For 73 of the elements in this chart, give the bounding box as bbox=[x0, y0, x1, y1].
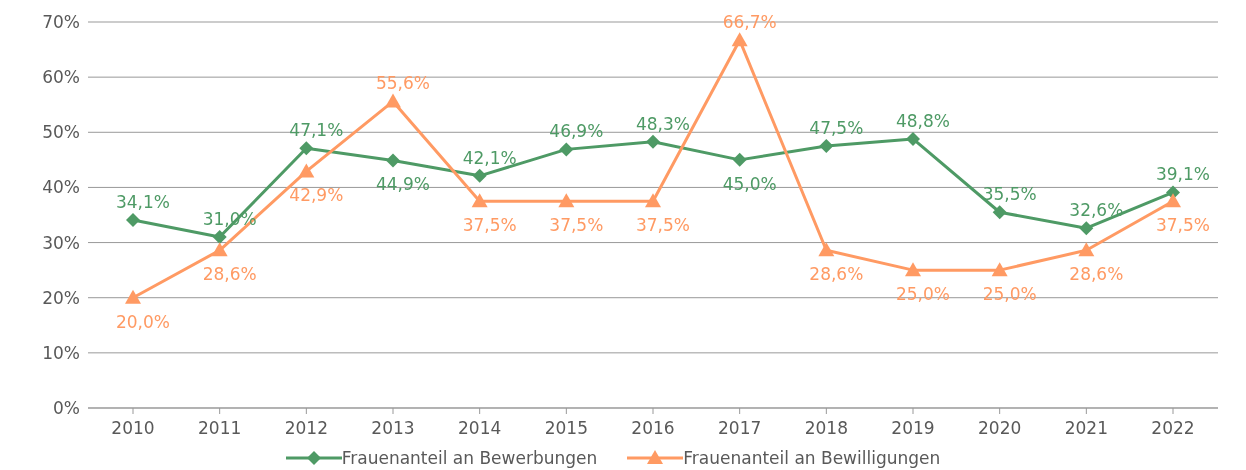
point bbox=[386, 153, 400, 168]
y-tick-label: 10% bbox=[42, 342, 80, 363]
data-label: 44,9% bbox=[375, 174, 431, 195]
x-tick-label: 2018 bbox=[804, 418, 848, 439]
data-label: 48,3% bbox=[635, 113, 691, 134]
data-label: 47,5% bbox=[809, 118, 864, 139]
point bbox=[299, 141, 314, 156]
x-tick-label: 2012 bbox=[284, 418, 328, 439]
x-tick-label: 2017 bbox=[718, 418, 762, 439]
y-tick-label: 0% bbox=[53, 398, 80, 419]
point bbox=[125, 289, 141, 304]
point bbox=[819, 139, 834, 154]
y-tick-label: 50% bbox=[42, 122, 80, 143]
data-label: 39,1% bbox=[1155, 164, 1211, 185]
data-label: 66,7% bbox=[722, 12, 777, 33]
y-tick-label: 60% bbox=[42, 67, 80, 88]
y-tick-label: 20% bbox=[42, 287, 80, 308]
data-label: 55,6% bbox=[375, 73, 431, 94]
point bbox=[1079, 221, 1094, 236]
y-tick-label: 70% bbox=[42, 12, 80, 33]
point bbox=[1165, 193, 1181, 208]
point bbox=[992, 205, 1007, 220]
data-label: 37,5% bbox=[462, 215, 517, 236]
data-label: 28,6% bbox=[202, 264, 257, 285]
data-label: 28,6% bbox=[809, 264, 864, 285]
point bbox=[732, 152, 747, 167]
data-label: 35,5% bbox=[982, 184, 1037, 205]
point bbox=[212, 230, 227, 245]
point bbox=[558, 193, 575, 208]
data-label: 20,0% bbox=[115, 311, 171, 332]
y-tick-label: 30% bbox=[42, 232, 80, 253]
data-label: 25,0% bbox=[895, 284, 951, 305]
point bbox=[1078, 242, 1095, 257]
x-tick-label: 2022 bbox=[1151, 418, 1195, 439]
point bbox=[472, 168, 487, 183]
data-label: 45,0% bbox=[722, 173, 777, 194]
legend-label: Frauenanteil an Bewilligungen bbox=[683, 448, 941, 468]
x-tick-label: 2013 bbox=[371, 418, 415, 439]
data-label: 46,9% bbox=[549, 121, 604, 142]
x-tick-label: 2020 bbox=[978, 418, 1022, 439]
point bbox=[905, 262, 921, 277]
point bbox=[818, 242, 835, 257]
y-tick-label: 40% bbox=[42, 177, 80, 198]
x-tick-label: 2021 bbox=[1064, 418, 1108, 439]
data-label: 47,1% bbox=[289, 120, 344, 141]
data-label: 42,1% bbox=[462, 147, 517, 168]
point bbox=[385, 93, 401, 108]
data-label: 42,9% bbox=[289, 185, 344, 206]
x-tick-label: 2011 bbox=[198, 418, 242, 439]
data-label: 48,8% bbox=[895, 110, 951, 131]
point bbox=[471, 193, 488, 208]
point bbox=[126, 212, 140, 227]
x-tick-label: 2016 bbox=[631, 418, 675, 439]
point bbox=[211, 242, 228, 257]
data-label: 32,6% bbox=[1069, 200, 1124, 221]
legend-label: Frauenanteil an Bewerbungen bbox=[341, 448, 598, 468]
point bbox=[991, 262, 1008, 277]
point bbox=[646, 134, 660, 149]
x-tick-label: 2019 bbox=[891, 418, 935, 439]
point bbox=[559, 142, 574, 157]
point bbox=[906, 131, 920, 146]
data-label: 37,5% bbox=[635, 215, 691, 236]
x-tick-label: 2010 bbox=[111, 418, 155, 439]
data-label: 28,6% bbox=[1069, 264, 1124, 285]
point bbox=[731, 32, 748, 47]
x-tick-label: 2015 bbox=[544, 418, 588, 439]
point bbox=[298, 163, 315, 178]
point bbox=[645, 193, 661, 208]
data-label: 37,5% bbox=[549, 215, 604, 236]
x-tick-label: 2014 bbox=[458, 418, 502, 439]
data-label: 25,0% bbox=[982, 284, 1037, 305]
data-label: 34,1% bbox=[115, 191, 171, 212]
data-label: 37,5% bbox=[1155, 215, 1211, 236]
